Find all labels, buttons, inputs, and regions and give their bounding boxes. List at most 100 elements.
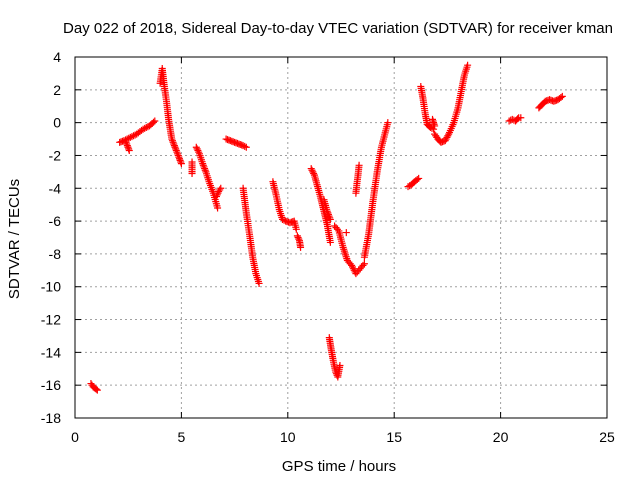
data-point: [384, 119, 392, 127]
y-tick-label: -12: [41, 312, 61, 328]
data-point: [175, 155, 183, 163]
data-point: [174, 150, 182, 158]
series-segment-16: [360, 119, 392, 261]
data-point: [213, 192, 221, 200]
data-point: [123, 142, 131, 150]
data-point: [404, 183, 412, 191]
tick-labels: 0 5 10 15 20 25 -18 -16 -14 -12 -10 -8 -6 -4 -2 0 2 4: [41, 49, 615, 445]
series-segment-13: [331, 222, 368, 278]
data-point: [333, 225, 341, 233]
x-tick-label: 20: [493, 429, 509, 445]
series-segment-6: [213, 184, 225, 200]
y-axis-label: SDTVAR / TECUs: [6, 179, 23, 299]
x-tick-label: 25: [599, 429, 615, 445]
data-point: [431, 122, 439, 130]
data-point: [168, 137, 176, 145]
x-tick-label: 0: [71, 429, 79, 445]
y-tick-label: 4: [53, 49, 61, 65]
data-point: [151, 117, 159, 125]
x-tick-label: 5: [178, 429, 186, 445]
series-segment-15: [352, 161, 363, 197]
data-point: [325, 212, 333, 220]
plot-frame: [74, 56, 608, 419]
series-segment-2: [122, 138, 133, 155]
y-tick-label: -10: [41, 279, 61, 295]
data-point: [308, 166, 316, 174]
series-segment-9: [269, 178, 300, 233]
data-point: [193, 145, 201, 153]
series-segment-12: [320, 196, 334, 223]
data-point: [170, 140, 178, 148]
series-segment-5: [192, 143, 222, 212]
data-point: [342, 229, 350, 237]
data-point: [214, 204, 222, 212]
data-point: [348, 261, 356, 269]
data-point: [192, 143, 200, 151]
series-segment-1: [116, 117, 159, 146]
data-point: [242, 143, 250, 151]
data-point: [349, 265, 357, 273]
data-point: [464, 61, 472, 69]
data-point: [293, 232, 301, 240]
data-point: [174, 151, 182, 159]
data-point: [213, 191, 221, 199]
data-point: [125, 147, 133, 155]
series-segment-7: [222, 135, 250, 151]
data-point: [294, 234, 302, 241]
series-segment-20: [429, 115, 439, 130]
data-point: [195, 148, 203, 156]
data-point: [199, 161, 207, 169]
data-point: [168, 135, 176, 143]
data-point: [170, 142, 178, 150]
data-point: [323, 207, 331, 215]
data-point: [177, 158, 185, 166]
x-axis-label: GPS time / hours: [282, 458, 396, 475]
data-point: [172, 145, 180, 153]
series-segment-3: [156, 64, 185, 168]
y-tick-label: 2: [53, 82, 61, 98]
data-point: [141, 124, 149, 132]
data-point: [239, 142, 247, 150]
data-point: [557, 93, 565, 101]
y-tick-label: -6: [49, 213, 62, 229]
data-point: [295, 235, 303, 243]
data-point: [307, 165, 315, 173]
data-point: [360, 260, 368, 268]
data-point: [175, 153, 183, 161]
series-segment-22: [505, 114, 525, 125]
data-point: [93, 386, 101, 394]
data-point: [445, 130, 453, 138]
data-point: [255, 279, 263, 287]
data-point: [514, 115, 522, 123]
data-point: [172, 147, 180, 155]
data-point: [201, 165, 209, 173]
x-tick-label: 10: [280, 429, 296, 445]
data-point: [324, 211, 332, 219]
data-point: [188, 170, 196, 178]
series-segment-0: [87, 380, 101, 394]
data-point: [324, 209, 332, 217]
y-tick-label: -16: [41, 377, 61, 393]
series-segment-4: [188, 158, 196, 178]
data-point: [200, 163, 208, 171]
data-point: [441, 137, 449, 145]
series-segment-19: [417, 83, 438, 133]
data-point: [199, 160, 207, 168]
data-point: [241, 142, 249, 150]
data-point: [177, 160, 185, 168]
x-tick-label: 15: [386, 429, 402, 445]
y-tick-label: -18: [41, 410, 61, 426]
data-point: [292, 225, 300, 233]
data-point: [426, 124, 434, 132]
data-point: [505, 117, 513, 125]
data-point: [355, 161, 363, 169]
data-point: [326, 238, 334, 246]
data-point: [125, 145, 133, 153]
y-tick-label: -14: [41, 344, 61, 360]
data-point: [558, 92, 566, 100]
data-point: [169, 138, 177, 146]
data-point: [173, 148, 181, 156]
data-point: [149, 118, 157, 126]
data-point: [326, 214, 334, 222]
data-point: [128, 133, 136, 141]
